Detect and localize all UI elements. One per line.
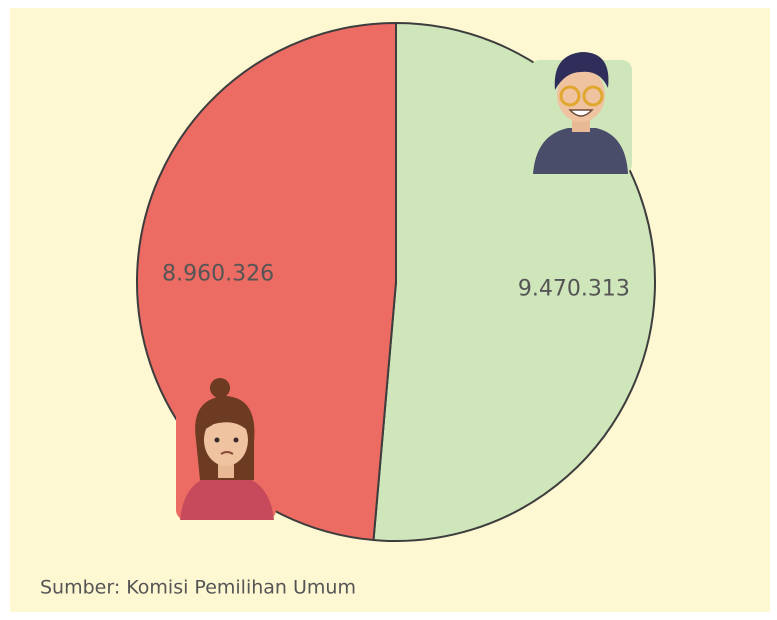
source-note: Sumber: Komisi Pemilihan Umum [40,577,356,599]
slice-labels: 9.470.313 8.960.326 [162,261,630,301]
woman-avatar [176,378,276,520]
man-avatar [530,52,632,174]
slice-label: 9.470.313 [518,277,630,302]
slice-label: 8.960.326 [162,261,274,286]
